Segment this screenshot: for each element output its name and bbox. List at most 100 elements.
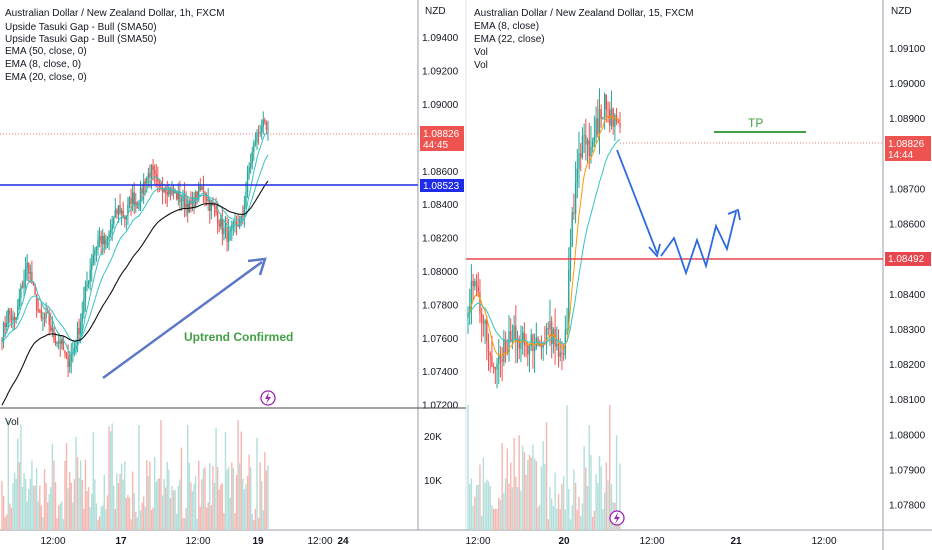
right-candle — [578, 131, 580, 188]
left-candle — [76, 321, 79, 353]
right-volume-bar — [494, 508, 497, 530]
right-candle — [549, 299, 551, 347]
left-volume-bar — [142, 496, 145, 530]
left-volume-bar — [218, 489, 220, 530]
right-volume-bar — [571, 505, 573, 530]
left-candle — [84, 280, 87, 312]
left-volume-bar — [147, 476, 150, 530]
right-volume-bar — [588, 424, 590, 530]
right-candle — [568, 247, 570, 331]
right-volume-bar — [532, 444, 534, 530]
left-volume-bar — [136, 517, 139, 530]
left-candle — [147, 167, 150, 188]
left-candle — [194, 190, 197, 209]
left-y-tick: 1.07800 — [422, 300, 459, 311]
left-volume-bar — [40, 505, 43, 530]
left-volume-bar — [84, 459, 87, 530]
left-candle — [227, 218, 230, 251]
right-volume-bar — [484, 482, 486, 530]
left-volume-bar — [213, 482, 216, 530]
left-volume-bar — [261, 481, 263, 530]
projection-arrow-down[interactable] — [616, 149, 661, 258]
left-chart-title: Australian Dollar / New Zealand Dollar, … — [5, 8, 225, 19]
right-volume-bar — [516, 486, 519, 530]
left-y-tick: 1.07600 — [422, 334, 459, 345]
left-candle — [243, 195, 246, 228]
left-candle — [226, 216, 228, 252]
right-volume-bar — [603, 492, 606, 530]
right-candle — [540, 335, 543, 360]
right-volume-bar — [475, 485, 478, 530]
left-volume-bar — [128, 497, 131, 530]
right-candle — [477, 272, 479, 298]
left-candle — [246, 165, 249, 198]
left-lightning-icon[interactable] — [260, 390, 276, 406]
left-candle — [202, 175, 205, 204]
left-volume-bar — [45, 482, 47, 530]
left-volume-bar — [83, 508, 85, 530]
left-volume-bar — [223, 513, 225, 530]
left-volume-bar — [207, 502, 209, 530]
right-volume-bar — [607, 480, 609, 530]
svg-text:1.08523: 1.08523 — [423, 181, 460, 192]
left-volume-bar — [10, 507, 13, 530]
projection-zigzag[interactable] — [660, 211, 737, 276]
right-volume-bar — [487, 481, 490, 530]
left-volume-bar — [24, 478, 27, 530]
left-candle — [153, 164, 156, 186]
right-volume-bar — [479, 464, 481, 530]
right-volume-bar — [533, 458, 536, 530]
right-candle — [470, 264, 473, 325]
right-volume-bar — [574, 482, 577, 530]
right-volume-bar — [545, 422, 548, 530]
projection-arrowhead — [727, 208, 741, 221]
left-candle — [108, 230, 110, 250]
left-volume-bar — [13, 472, 16, 530]
left-volume-bar — [193, 484, 195, 530]
left-indicator-2: Upside Tasuki Gap - Bull (SMA50) — [5, 34, 157, 45]
right-lightning-icon[interactable] — [609, 510, 625, 526]
right-volume-bar — [518, 435, 520, 530]
right-volume-bar — [503, 492, 505, 530]
uptrend-arrow[interactable] — [102, 257, 267, 380]
left-volume-bar — [210, 505, 213, 530]
right-volume-bar — [542, 441, 544, 530]
left-candle — [207, 187, 209, 212]
right-candle — [600, 104, 602, 128]
left-volume-bar — [212, 465, 214, 530]
right-candle — [612, 107, 614, 135]
left-volume-bar — [166, 461, 168, 530]
right-currency-label: NZD — [891, 6, 912, 17]
left-candle — [161, 176, 164, 205]
left-candle — [223, 219, 225, 241]
left-candle — [86, 271, 88, 292]
left-candle — [257, 125, 260, 145]
left-indicator-1: Upside Tasuki Gap - Bull (SMA50) — [5, 22, 157, 33]
left-volume-bar — [249, 467, 252, 530]
left-volume-bar — [198, 460, 200, 530]
left-x-tick: 24 — [337, 536, 349, 547]
left-volume-bar — [91, 493, 93, 530]
right-indicator-4: Vol — [474, 60, 488, 71]
left-volume-bar — [37, 501, 39, 530]
right-candle — [498, 339, 500, 384]
right-candle — [583, 123, 585, 154]
left-candle — [179, 180, 181, 212]
right-candle — [603, 92, 606, 130]
left-volume-bar — [81, 480, 83, 530]
left-volume-bar — [106, 495, 109, 530]
left-volume-bar — [59, 503, 61, 530]
right-candle — [547, 321, 549, 336]
left-candle — [61, 338, 63, 350]
left-candle — [4, 315, 6, 337]
left-volume-bar — [133, 493, 135, 530]
left-volume-bar — [62, 519, 65, 530]
right-volume-bar — [590, 455, 592, 530]
right-volume-bar — [469, 483, 471, 530]
left-x-tick: 12:00 — [40, 536, 65, 547]
left-volume-bar — [26, 501, 28, 530]
svg-text:44:45: 44:45 — [423, 140, 448, 151]
right-volume-bar — [491, 505, 493, 530]
left-candle — [62, 335, 65, 351]
left-candle — [152, 158, 154, 181]
